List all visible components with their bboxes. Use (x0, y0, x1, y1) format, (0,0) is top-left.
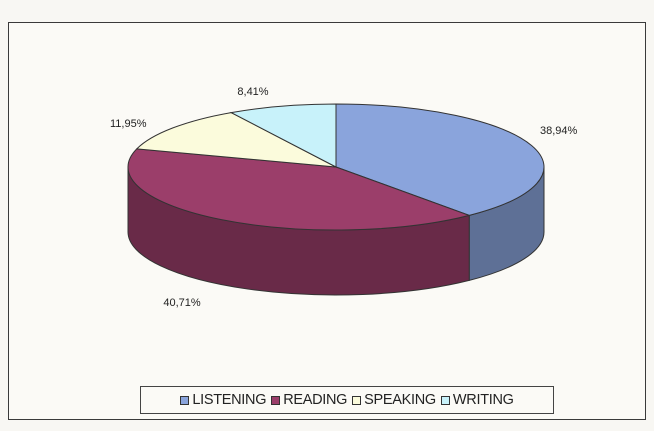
legend-item-listening: LISTENING (180, 392, 266, 408)
legend-label-writing: WRITING (452, 392, 514, 408)
pie-slice-speaking (135, 112, 337, 168)
pie-top (127, 103, 545, 231)
legend-label-speaking: SPEAKING (364, 392, 436, 408)
value-label-writing: 8,41% (237, 86, 268, 98)
legend-swatch-reading (271, 395, 281, 405)
legend-item-speaking: SPEAKING (352, 392, 436, 408)
legend-item-writing: WRITING (440, 392, 514, 408)
pie-slice-writing (229, 103, 337, 168)
value-labels: 38,94% 40,71% 11,95% 8,41% (110, 86, 578, 309)
legend-item-reading: READING (271, 392, 347, 408)
legend-label-reading: READING (283, 392, 348, 408)
legend-label-listening: LISTENING (192, 392, 267, 408)
value-label-speaking: 11,95% (110, 118, 147, 130)
legend-swatch-writing (440, 395, 450, 405)
pie-slice-listening (335, 103, 545, 216)
pie-sides (127, 166, 545, 296)
pie-slice-reading (127, 148, 471, 231)
value-label-reading: 40,71% (163, 297, 201, 309)
value-label-listening: 38,94% (540, 125, 578, 137)
legend: LISTENING READING SPEAKING WRITING (140, 386, 554, 414)
legend-swatch-listening (180, 395, 190, 405)
legend-swatch-speaking (352, 395, 362, 405)
